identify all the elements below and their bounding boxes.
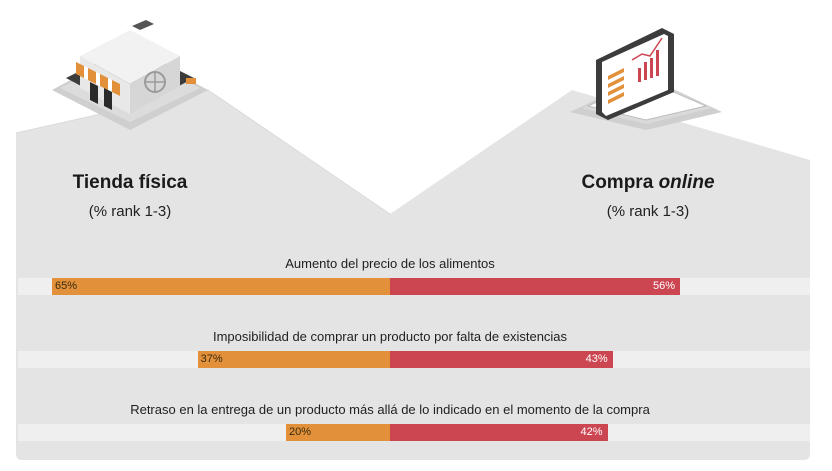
heading-title-prefix: Compra xyxy=(581,172,659,193)
bar-compra-online xyxy=(390,424,608,441)
heading-title-italic: online xyxy=(658,172,715,193)
category-label: Aumento del precio de los alimentos xyxy=(285,256,495,271)
heading-tienda-fisica: Tienda física (% rank 1-3) xyxy=(0,172,260,220)
heading-title: Tienda física xyxy=(72,172,188,193)
bar-track: 20% 42% xyxy=(18,424,810,441)
heading-compra-online: Compra online (% rank 1-3) xyxy=(518,172,778,220)
heading-subtitle: (% rank 1-3) xyxy=(606,203,690,220)
bar-compra-online xyxy=(390,278,680,295)
bar-tienda-fisica xyxy=(286,424,390,441)
category-label: Imposibilidad de comprar un producto por… xyxy=(212,329,568,344)
bar-track: 65% 56% xyxy=(18,278,810,295)
value-label-tienda-fisica: 20% xyxy=(289,426,312,438)
category-label: Retraso en la entrega de un producto más… xyxy=(130,402,650,417)
value-label-compra-online: 42% xyxy=(580,426,603,438)
value-label-tienda-fisica: 65% xyxy=(55,280,78,292)
value-label-tienda-fisica: 37% xyxy=(200,353,223,365)
laptop-chart-icon xyxy=(570,28,722,130)
store-icon xyxy=(52,20,208,130)
bar-tienda-fisica xyxy=(197,351,390,368)
heading-subtitle: (% rank 1-3) xyxy=(88,203,172,220)
bar-track: 37% 43% xyxy=(18,351,810,368)
bar-tienda-fisica xyxy=(52,278,390,295)
value-label-compra-online: 43% xyxy=(585,353,608,365)
heading-title: Compra online xyxy=(518,172,778,194)
value-label-compra-online: 56% xyxy=(653,280,676,292)
bar-compra-online xyxy=(390,351,613,368)
